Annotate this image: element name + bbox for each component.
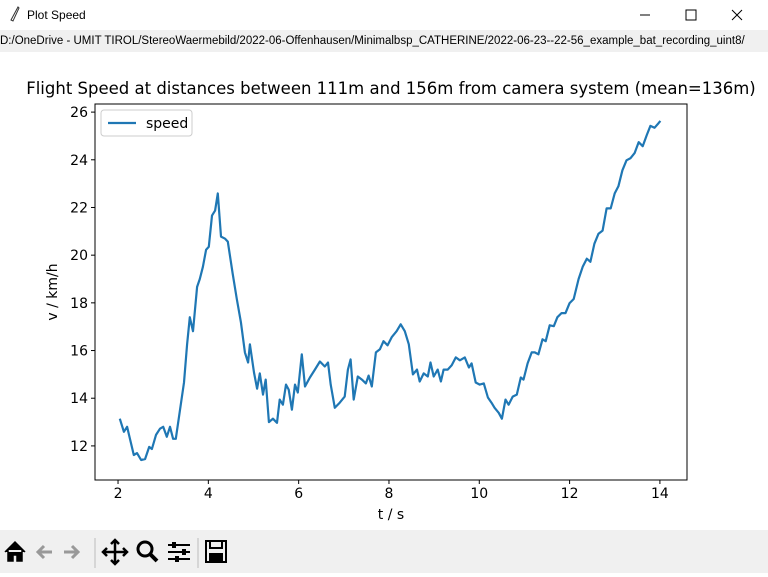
plot-area — [94, 103, 688, 481]
y-tick-label: 24 — [70, 153, 88, 169]
y-tick-label: 18 — [70, 296, 88, 312]
x-tick-label: 4 — [204, 486, 213, 502]
y-tick-label: 14 — [70, 391, 88, 407]
path-bar: D:/OneDrive - UMIT TIROL/StereoWaermebil… — [0, 30, 768, 52]
x-axis-label: t / s — [378, 507, 404, 523]
x-tick-label: 8 — [385, 486, 394, 502]
y-tick-label: 16 — [70, 344, 88, 360]
app-icon — [10, 6, 20, 22]
data-line — [118, 120, 662, 462]
x-tick-label: 12 — [561, 486, 579, 502]
x-tick-label: 10 — [470, 486, 488, 502]
legend-label: speed — [146, 116, 188, 132]
toolbar-buttons[interactable] — [0, 530, 240, 573]
toolbar — [0, 530, 768, 573]
y-tick-label: 20 — [70, 248, 88, 264]
y-tick-label: 22 — [70, 200, 88, 216]
y-tick-label: 12 — [70, 439, 88, 455]
x-tick-label: 2 — [114, 486, 123, 502]
y-axis-label: v / km/h — [45, 263, 61, 320]
chart-title: Flight Speed at distances between 111m a… — [26, 79, 756, 98]
window-controls[interactable] — [628, 0, 768, 30]
title-bar: Plot Speed — [0, 0, 768, 30]
window-title: Plot Speed — [27, 8, 86, 22]
chart: Flight Speed at distances between 111m a… — [26, 79, 756, 523]
x-tick-label: 6 — [294, 486, 303, 502]
y-tick-label: 26 — [70, 105, 88, 121]
x-tick-label: 14 — [651, 486, 669, 502]
legend — [100, 109, 193, 137]
